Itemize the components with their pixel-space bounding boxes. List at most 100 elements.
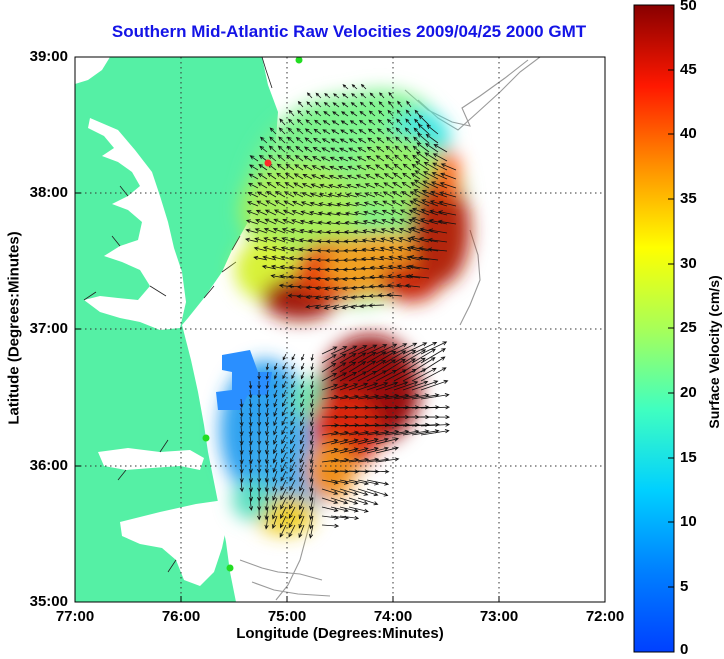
velocity-arrow xyxy=(318,193,331,198)
velocity-arrow xyxy=(413,127,421,135)
velocity-arrow xyxy=(427,247,448,252)
velocity-arrow xyxy=(339,371,358,382)
velocity-arrow xyxy=(392,191,403,198)
velocity-arrow xyxy=(348,147,358,153)
velocity-arrow xyxy=(336,193,349,198)
velocity-arrow xyxy=(272,470,278,483)
velocity-arrow xyxy=(402,172,412,180)
velocity-arrow xyxy=(332,102,340,108)
velocity-arrow xyxy=(321,497,339,504)
velocity-arrow xyxy=(272,452,278,464)
velocity-arrow xyxy=(414,170,430,180)
velocity-arrow xyxy=(298,515,305,529)
velocity-arrow xyxy=(357,370,378,382)
velocity-arrow xyxy=(366,488,389,497)
velocity-arrow xyxy=(299,228,313,234)
velocity-arrow xyxy=(248,389,253,399)
velocity-arrow xyxy=(298,497,305,511)
chesapeake-bay xyxy=(84,118,186,330)
velocity-arrow xyxy=(368,303,385,308)
velocity-arrow xyxy=(432,162,448,171)
velocity-arrow xyxy=(273,389,278,399)
velocity-arrow xyxy=(339,488,359,496)
velocity-arrow xyxy=(411,422,440,427)
velocity-arrow xyxy=(384,154,394,162)
velocity-arrow xyxy=(290,443,296,454)
velocity-arrow xyxy=(303,155,313,162)
velocity-arrow xyxy=(438,200,457,207)
velocity-arrow xyxy=(310,362,314,371)
velocity-arrow xyxy=(315,101,322,108)
velocity-arrow xyxy=(265,389,270,399)
velocity-arrow xyxy=(291,210,304,216)
velocity-arrow xyxy=(352,238,367,244)
velocity-arrow xyxy=(257,389,261,399)
velocity-arrow xyxy=(330,138,340,144)
velocity-arrow xyxy=(347,156,358,162)
velocity-arrow xyxy=(360,83,367,90)
velocity-arrow xyxy=(417,133,430,144)
velocity-arrow xyxy=(420,379,449,391)
velocity-arrow xyxy=(308,220,322,225)
velocity-arrow xyxy=(281,443,287,454)
velocity-arrow xyxy=(387,100,394,108)
velocity-arrow xyxy=(379,246,394,252)
velocity-arrow xyxy=(420,422,451,427)
velocity-arrow xyxy=(397,255,412,261)
velocity-arrow xyxy=(257,416,262,427)
velocity-arrow xyxy=(301,192,313,198)
velocity-arrow xyxy=(265,416,270,427)
velocity-arrow xyxy=(318,202,331,207)
velocity-arrow xyxy=(317,211,331,216)
velocity-arrow xyxy=(420,341,448,355)
velocity-arrow xyxy=(301,183,313,189)
velocity-arrow xyxy=(319,174,331,180)
velocity-arrow xyxy=(282,353,287,361)
velocity-arrow xyxy=(296,284,313,290)
velocity-arrow xyxy=(402,357,426,373)
velocity-arrow xyxy=(413,179,430,189)
velocity-arrow xyxy=(396,118,403,126)
velocity-arrow xyxy=(409,245,430,252)
velocity-arrow xyxy=(420,348,446,364)
velocity-arrow xyxy=(280,488,287,501)
velocity-arrow xyxy=(300,362,305,371)
velocity-arrow xyxy=(381,219,394,225)
velocity-arrow xyxy=(290,398,296,408)
velocity-arrow xyxy=(357,488,379,497)
velocity-arrow xyxy=(410,226,430,234)
velocity-arrow xyxy=(310,380,314,390)
velocity-arrow xyxy=(277,154,286,162)
velocity-arrow xyxy=(359,101,367,108)
velocity-arrow xyxy=(273,218,286,225)
velocity-arrow xyxy=(269,127,277,135)
velocity-arrow xyxy=(386,136,394,144)
velocity-arrow xyxy=(321,488,339,495)
colorbar-label: Surface Velocity (cm/s) xyxy=(706,275,722,429)
velocity-arrow xyxy=(340,129,349,135)
velocity-arrow xyxy=(264,209,277,216)
velocity-arrow xyxy=(276,163,286,171)
velocity-arrow xyxy=(353,220,367,225)
velocity-arrow xyxy=(265,398,270,409)
velocity-arrow xyxy=(355,183,367,189)
velocity-arrow xyxy=(297,109,304,117)
y-tick-label: 35:00 xyxy=(29,593,68,610)
x-tick-label: 75:00 xyxy=(267,608,307,625)
velocity-arrow xyxy=(282,371,287,380)
velocity-arrow xyxy=(313,128,322,135)
velocity-arrow xyxy=(278,283,295,288)
velocity-arrow xyxy=(248,164,259,171)
velocity-arrow xyxy=(265,371,270,380)
velocity-arrow xyxy=(265,407,270,418)
velocity-arrow xyxy=(280,479,287,492)
velocity-arrow xyxy=(400,200,412,207)
velocity-arrow xyxy=(374,164,385,171)
velocity-arrow xyxy=(310,353,314,362)
velocity-arrow xyxy=(291,371,296,380)
velocity-arrow xyxy=(296,118,304,126)
velocity-arrow xyxy=(330,423,350,428)
velocity-arrow xyxy=(357,446,379,454)
velocity-arrow xyxy=(289,452,296,464)
velocity-arrow xyxy=(289,470,296,482)
